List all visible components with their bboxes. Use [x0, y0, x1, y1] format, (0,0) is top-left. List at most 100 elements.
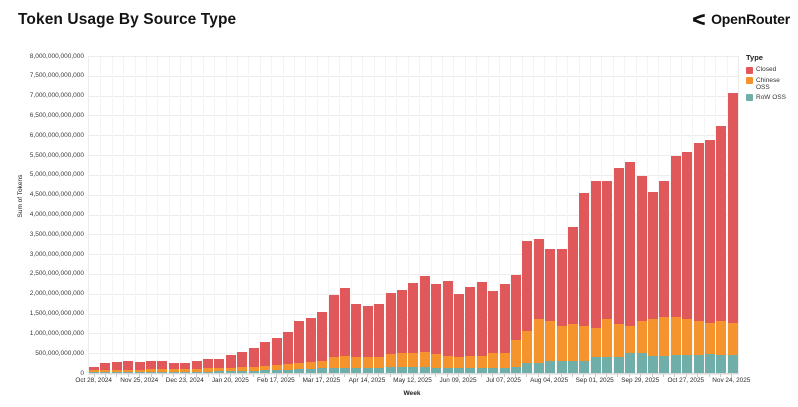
gridline	[89, 273, 738, 275]
bar-week-14[interactable]	[237, 57, 248, 374]
bar-week-20[interactable]	[305, 57, 316, 374]
gridline-vertical	[111, 57, 113, 374]
bar-week-33[interactable]	[454, 57, 465, 374]
x-tick-mark	[583, 374, 585, 377]
bar-week-1[interactable]	[89, 57, 100, 374]
bar-week-9[interactable]	[180, 57, 191, 374]
bar-week-21[interactable]	[317, 57, 328, 374]
bar-week-45[interactable]	[590, 57, 601, 374]
bar-week-11[interactable]	[203, 57, 214, 374]
bar-week-32[interactable]	[442, 57, 453, 374]
gridline-vertical	[498, 57, 500, 374]
x-tick-mark	[287, 374, 289, 377]
gridline-vertical	[464, 57, 466, 374]
bar-week-19[interactable]	[294, 57, 305, 374]
bar-week-46[interactable]	[602, 57, 613, 374]
legend-swatch	[746, 94, 753, 101]
bar-segment-closed	[260, 342, 271, 367]
gridline	[89, 56, 738, 57]
bar-week-43[interactable]	[568, 57, 579, 374]
legend-item-chinese-oss[interactable]: Chinese OSS	[746, 77, 794, 91]
legend-label: Closed	[756, 66, 777, 73]
bar-week-49[interactable]	[636, 57, 647, 374]
bar-week-48[interactable]	[625, 57, 636, 374]
bar-segment-chinese-oss	[89, 370, 100, 373]
bar-week-47[interactable]	[613, 57, 624, 374]
bar-week-17[interactable]	[271, 57, 282, 374]
bar-week-8[interactable]	[168, 57, 179, 374]
bar-week-54[interactable]	[693, 57, 704, 374]
x-tick-mark	[651, 374, 653, 377]
gridline-vertical	[703, 57, 705, 374]
legend-item-closed[interactable]: Closed	[746, 66, 794, 74]
bar-week-38[interactable]	[511, 57, 522, 374]
bar-segment-chinese-oss	[214, 368, 225, 372]
bar-week-31[interactable]	[431, 57, 442, 374]
bar-week-26[interactable]	[374, 57, 385, 374]
bar-week-53[interactable]	[682, 57, 693, 374]
gridline-vertical	[373, 57, 375, 374]
bar-segment-row-oss	[157, 371, 168, 374]
bar-week-44[interactable]	[579, 57, 590, 374]
gridline-vertical	[567, 57, 569, 374]
bar-week-35[interactable]	[476, 57, 487, 374]
bar-week-28[interactable]	[396, 57, 407, 374]
bar-week-50[interactable]	[647, 57, 658, 374]
x-tick-mark	[344, 374, 346, 377]
bar-week-36[interactable]	[488, 57, 499, 374]
bar-segment-closed	[339, 287, 350, 357]
gridline-vertical	[510, 57, 512, 374]
x-tick-mark	[275, 374, 277, 377]
gridline-vertical	[282, 57, 284, 374]
bar-week-56[interactable]	[716, 57, 727, 374]
bar-week-57[interactable]	[727, 57, 738, 374]
bar-week-2[interactable]	[100, 57, 111, 374]
bar-week-4[interactable]	[123, 57, 134, 374]
gridline-vertical	[385, 57, 387, 374]
bar-segment-row-oss	[556, 360, 567, 374]
bar-week-25[interactable]	[362, 57, 373, 374]
x-tick-mark	[241, 374, 243, 377]
x-tick-mark	[184, 374, 186, 377]
bar-week-16[interactable]	[260, 57, 271, 374]
bar-segment-row-oss	[180, 371, 191, 374]
bar-week-13[interactable]	[225, 57, 236, 374]
bar-week-10[interactable]	[191, 57, 202, 374]
bar-segment-chinese-oss	[111, 369, 122, 373]
bar-week-37[interactable]	[499, 57, 510, 374]
bar-segment-row-oss	[431, 367, 442, 374]
bar-week-27[interactable]	[385, 57, 396, 374]
x-tick-mark	[366, 374, 368, 377]
bar-week-22[interactable]	[328, 57, 339, 374]
bar-week-29[interactable]	[408, 57, 419, 374]
x-tick-mark	[708, 374, 710, 377]
bar-week-55[interactable]	[704, 57, 715, 374]
bar-segment-closed	[123, 360, 134, 370]
bar-segment-row-oss	[488, 367, 499, 374]
bar-segment-chinese-oss	[339, 356, 350, 368]
y-tick-label: 2,500,000,000,000	[29, 270, 84, 278]
bar-week-24[interactable]	[351, 57, 362, 374]
bar-week-15[interactable]	[248, 57, 259, 374]
bar-segment-chinese-oss	[590, 327, 601, 357]
bar-segment-closed	[419, 276, 430, 353]
bar-week-18[interactable]	[282, 57, 293, 374]
bar-week-5[interactable]	[134, 57, 145, 374]
x-tick-mark	[719, 374, 721, 377]
x-tick-mark	[401, 374, 403, 377]
bar-week-6[interactable]	[146, 57, 157, 374]
bar-week-12[interactable]	[214, 57, 225, 374]
bar-week-3[interactable]	[111, 57, 122, 374]
bar-segment-closed	[271, 337, 282, 366]
bar-week-52[interactable]	[670, 57, 681, 374]
bar-week-23[interactable]	[339, 57, 350, 374]
bar-week-34[interactable]	[465, 57, 476, 374]
legend-item-row-oss[interactable]: RoW OSS	[746, 94, 794, 101]
bar-week-42[interactable]	[556, 57, 567, 374]
bar-week-39[interactable]	[522, 57, 533, 374]
bar-week-40[interactable]	[533, 57, 544, 374]
bar-week-7[interactable]	[157, 57, 168, 374]
bar-week-30[interactable]	[419, 57, 430, 374]
bar-week-41[interactable]	[545, 57, 556, 374]
bar-week-51[interactable]	[659, 57, 670, 374]
